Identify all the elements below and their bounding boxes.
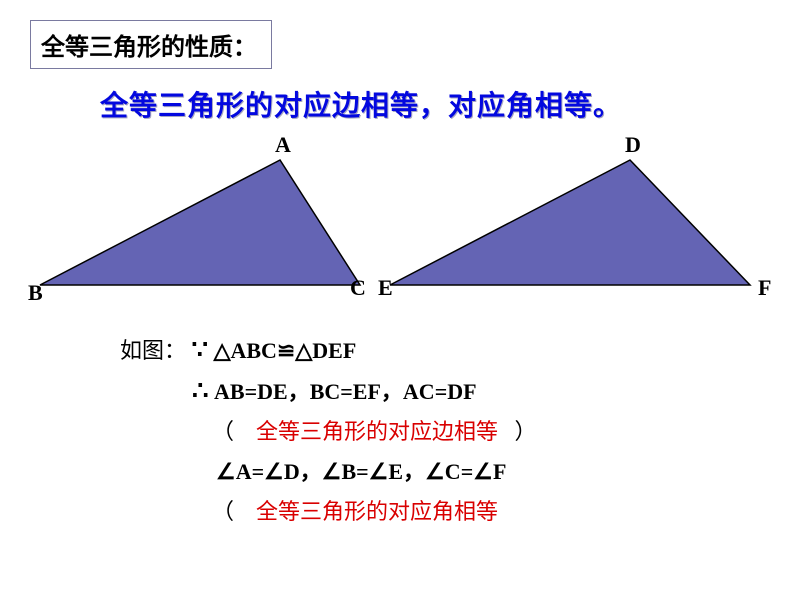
proof-line-3: （ 全等三角形的对应边相等 ） <box>120 412 537 452</box>
because-symbol: ∵ <box>192 335 209 364</box>
proof-line-5: （ 全等三角形的对应角相等 <box>120 492 537 532</box>
proof-block: 如图： ∵ △ABC≌△DEF ∴ AB=DE，BC=EF，AC=DF （ 全等… <box>120 330 537 532</box>
proof-line-4: ∠A=∠D，∠B=∠E，∠C=∠F <box>120 452 537 492</box>
title-text: 全等三角形的性质： <box>41 35 257 61</box>
paren-open-2: （ <box>212 499 234 524</box>
slide: 全等三角形的性质： 全等三角形的对应边相等，对应角相等。 A B C D E F… <box>0 0 794 596</box>
proof-line-1: 如图： ∵ △ABC≌△DEF <box>120 330 537 371</box>
triangle-abc <box>40 160 360 285</box>
property-statement: 全等三角形的对应边相等，对应角相等。 <box>100 84 622 124</box>
paren-close-1: ） <box>515 419 537 444</box>
proof-sides-equal: AB=DE，BC=EF，AC=DF <box>214 379 477 404</box>
vertex-d-label: D <box>625 132 641 158</box>
proof-angles-equal: ∠A=∠D，∠B=∠E，∠C=∠F <box>216 459 506 484</box>
proof-prefix: 如图： <box>120 338 186 363</box>
therefore-symbol: ∴ <box>192 376 209 405</box>
vertex-c-label: C <box>350 275 366 301</box>
vertex-b-label: B <box>28 280 43 306</box>
vertex-a-label: A <box>275 132 291 158</box>
triangles-diagram: A B C D E F <box>30 150 770 310</box>
proof-line-2: ∴ AB=DE，BC=EF，AC=DF <box>120 371 537 412</box>
title-box: 全等三角形的性质： <box>30 20 272 69</box>
triangle-def <box>390 160 750 285</box>
diagram-svg <box>30 150 770 310</box>
paren-open-1: （ <box>212 419 234 444</box>
vertex-f-label: F <box>758 275 771 301</box>
proof-congruence: △ABC≌△DEF <box>214 338 357 363</box>
reason-angles: 全等三角形的对应角相等 <box>256 499 498 524</box>
reason-sides: 全等三角形的对应边相等 <box>256 419 498 444</box>
vertex-e-label: E <box>378 275 393 301</box>
